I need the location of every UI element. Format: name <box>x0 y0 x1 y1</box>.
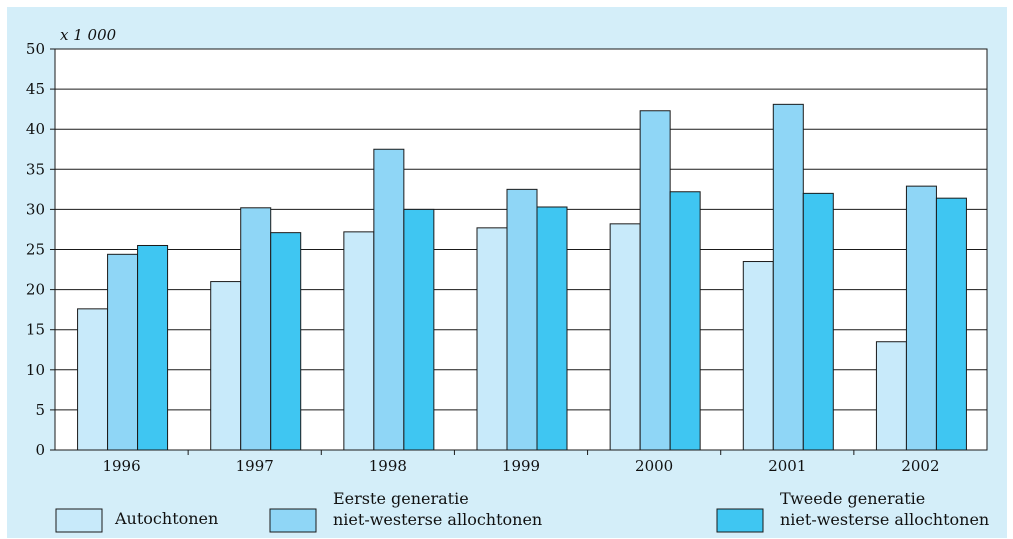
legend-label: niet-westerse allochtonen <box>780 510 989 529</box>
x-tick-label: 2001 <box>768 457 806 475</box>
y-tick-label: 20 <box>26 281 45 299</box>
bar-1998-series-3 <box>403 208 435 451</box>
bar-1996-series-3 <box>137 244 169 451</box>
bar-1997-series-3 <box>270 232 302 451</box>
legend-item-2: Eerste generatie niet-westerse allochtone… <box>269 489 542 533</box>
legend-label: Eerste generatie <box>333 489 469 508</box>
y-tick-label: 40 <box>26 120 45 138</box>
legend-swatch <box>716 508 764 533</box>
bar-2002-series-3 <box>935 197 967 451</box>
bar-2000-series-1 <box>609 223 641 451</box>
legend-swatch <box>269 508 317 533</box>
bar-2000-series-3 <box>669 191 701 451</box>
bar-1998-series-1 <box>343 231 375 451</box>
y-tick-label: 10 <box>26 361 45 379</box>
x-tick-label: 1998 <box>369 457 407 475</box>
bar-1999-series-3 <box>536 206 568 451</box>
y-tick-label: 15 <box>26 321 45 339</box>
bar-1998-series-2 <box>373 148 405 451</box>
legend-item-3: Tweede generatie niet-westerse allochtone… <box>716 489 989 533</box>
y-tick-label: 5 <box>35 401 45 419</box>
bar-1997-series-2 <box>240 207 272 451</box>
bar-1997-series-1 <box>210 281 242 451</box>
legend-label: niet-westerse allochtonen <box>333 510 542 529</box>
bar-2002-series-2 <box>905 185 937 451</box>
x-tick-label: 2002 <box>901 457 939 475</box>
bar-2001-series-3 <box>802 192 834 451</box>
y-tick-label: 30 <box>26 200 45 218</box>
bar-2000-series-2 <box>639 110 671 451</box>
y-tick-label: 45 <box>26 80 45 98</box>
x-tick-label: 1996 <box>102 457 140 475</box>
unit-label: x 1 000 <box>60 26 117 44</box>
y-tick-label: 25 <box>26 241 45 259</box>
plot-border <box>54 48 988 451</box>
bar-1996-series-2 <box>107 253 139 451</box>
x-tick-label: 1999 <box>502 457 540 475</box>
bar-chart: 0 5 10 15 20 25 30 35 40 45 50 x 1 000 1996 1997 1998 1… <box>26 26 989 533</box>
bar-1999-series-2 <box>506 188 538 451</box>
y-tick-label: 0 <box>35 441 45 459</box>
bar-2001-series-1 <box>742 261 774 451</box>
legend-swatch <box>55 508 103 533</box>
legend-label: Autochtonen <box>114 509 218 528</box>
bar-1999-series-1 <box>476 227 508 451</box>
bar-2002-series-1 <box>875 341 907 451</box>
y-tick-label: 35 <box>26 160 45 178</box>
bar-1996-series-1 <box>77 308 109 451</box>
legend-item-1: Autochtonen <box>55 508 218 533</box>
bar-2001-series-2 <box>772 103 804 451</box>
y-tick-label: 50 <box>26 40 45 58</box>
x-tick-label: 1997 <box>236 457 274 475</box>
x-tick-label: 2000 <box>635 457 673 475</box>
legend-label: Tweede generatie <box>780 489 925 508</box>
chart-frame: 0 5 10 15 20 25 30 35 40 45 50 x 1 000 1996 1997 1998 1… <box>7 7 1007 538</box>
